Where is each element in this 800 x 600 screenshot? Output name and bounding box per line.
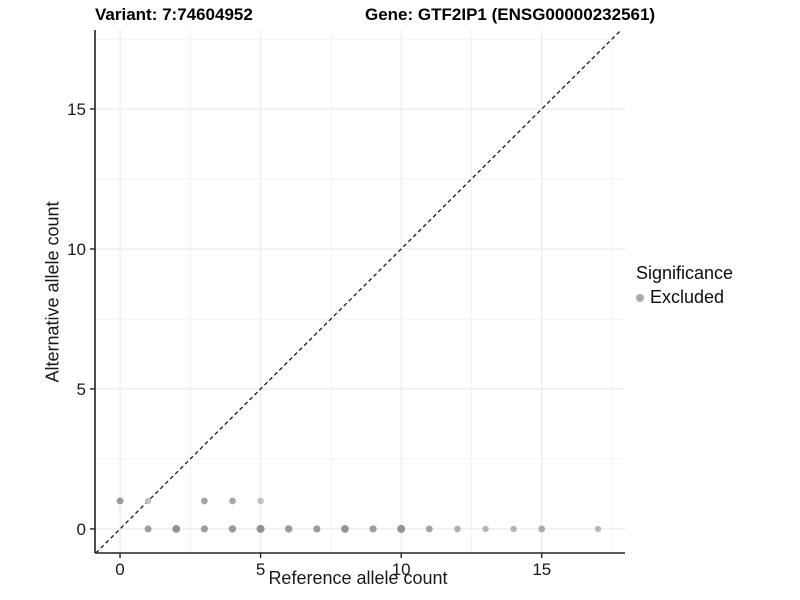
data-point	[397, 524, 406, 533]
data-point	[200, 497, 208, 505]
data-point	[482, 525, 489, 533]
data-point	[538, 525, 546, 533]
y-axis-title: Alternative allele count	[42, 201, 63, 383]
data-point	[144, 525, 152, 533]
legend-item-label: Excluded	[650, 287, 725, 307]
data-point	[313, 525, 321, 533]
legend: Significance Excluded	[636, 263, 733, 308]
axis-tick-labels: 0 5 10 15 0 5 10 15	[67, 100, 551, 579]
data-points	[116, 497, 602, 533]
gridlines-minor	[95, 30, 625, 553]
y-tick-label: 15	[67, 100, 86, 119]
x-tick-label: 0	[115, 560, 124, 579]
gene-title: Gene: GTF2IP1 (ENSG00000232561)	[365, 5, 656, 24]
data-point	[425, 525, 433, 533]
excluded-point-icon	[636, 293, 644, 302]
axis-ticks	[90, 108, 543, 558]
data-point	[144, 497, 152, 505]
data-point	[454, 525, 461, 533]
data-point	[594, 525, 602, 533]
x-tick-label: 5	[256, 560, 265, 579]
data-point	[172, 525, 181, 533]
data-point	[228, 525, 237, 533]
y-tick-label: 0	[77, 520, 86, 539]
data-point	[285, 525, 293, 533]
identity-dashed-line	[95, 29, 622, 554]
data-point	[341, 525, 349, 533]
x-tick-label: 10	[392, 560, 411, 579]
y-tick-label: 10	[67, 240, 86, 259]
legend-title: Significance	[636, 263, 734, 283]
data-point	[116, 497, 124, 505]
variant-title: Variant: 7:74604952	[95, 5, 253, 24]
data-point	[229, 497, 236, 505]
data-point	[256, 524, 265, 533]
x-axis-title: Reference allele count	[268, 568, 448, 588]
x-tick-label: 15	[532, 560, 551, 579]
data-point	[369, 525, 377, 533]
data-point	[200, 525, 208, 533]
gridlines-major	[95, 30, 625, 553]
legend-item-excluded: Excluded	[636, 287, 733, 308]
data-point	[257, 497, 264, 505]
y-tick-label: 5	[77, 380, 86, 399]
data-point	[510, 525, 517, 533]
